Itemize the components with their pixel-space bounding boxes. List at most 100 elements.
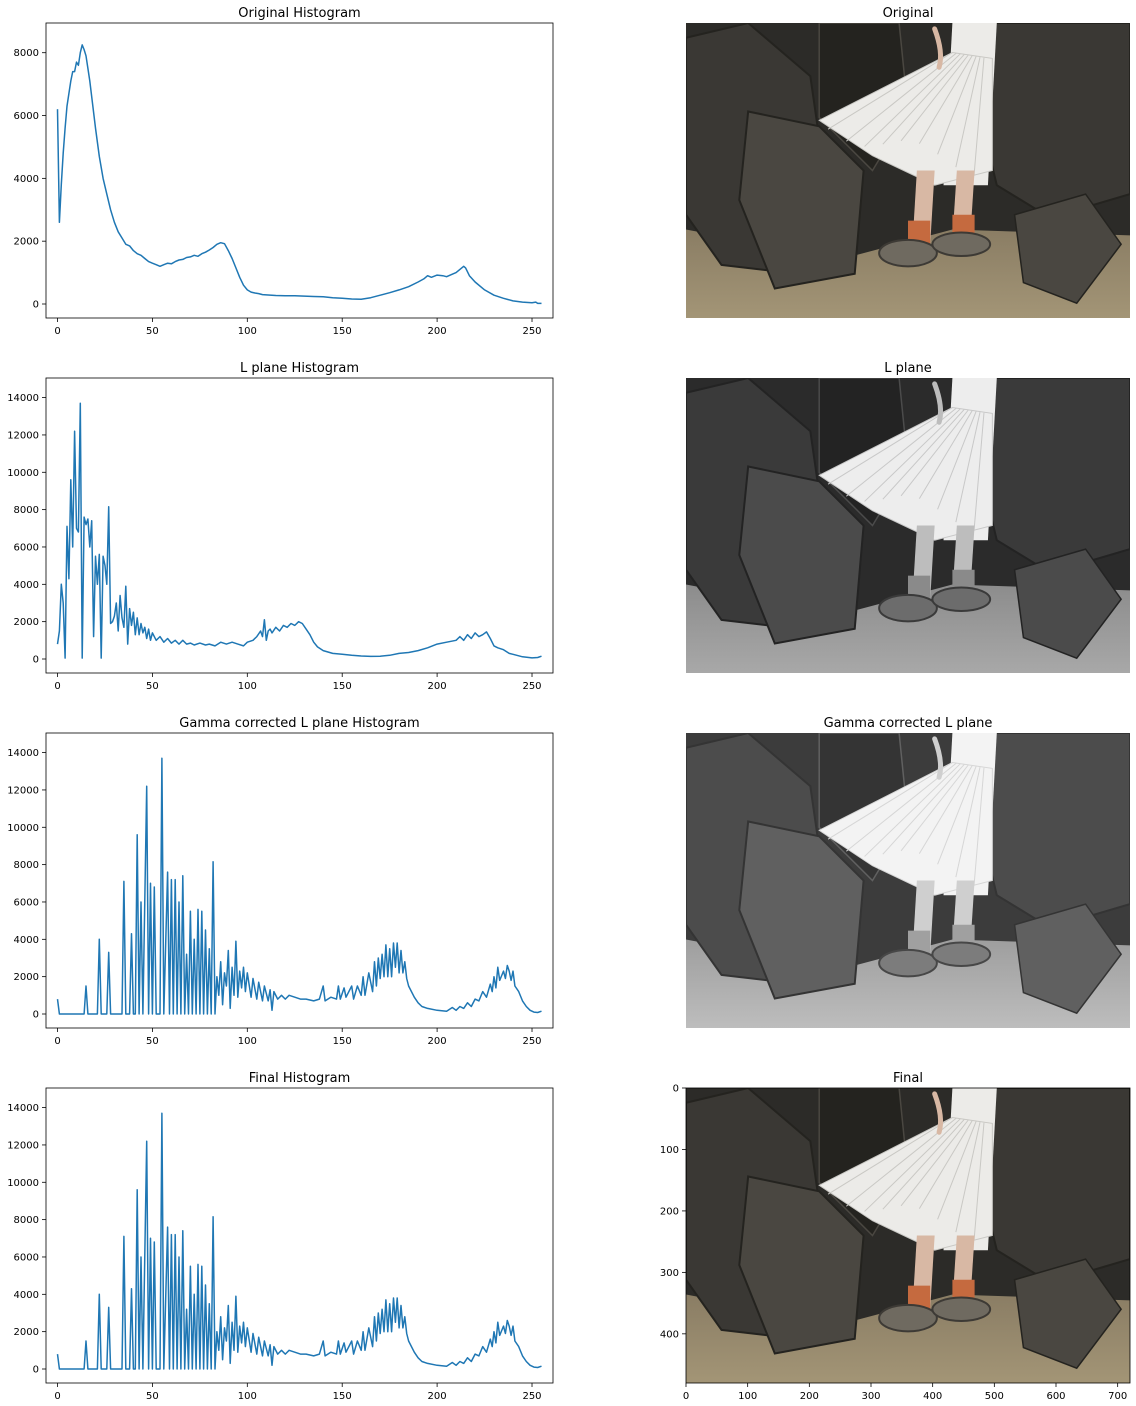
skirt-pleat — [918, 410, 973, 499]
y-tick-label: 10000 — [7, 823, 39, 834]
y-tick-label: 10000 — [7, 1178, 39, 1189]
y-tick-label: 14000 — [7, 393, 39, 404]
shoe-right — [931, 1296, 992, 1323]
histogram-panel-2: L plane Histogram 0 50 100 150 200 250 0 2000 400… — [7, 361, 554, 692]
rock-right — [978, 23, 1130, 219]
x-tick-label: 50 — [146, 1036, 159, 1047]
skirt-pleat — [882, 764, 965, 855]
y-tick-label: 12000 — [7, 785, 39, 796]
skirt-pleat — [900, 54, 969, 142]
x-tick-label: 250 — [522, 1036, 541, 1047]
y-tick-label: 2000 — [14, 972, 39, 983]
y-tick-label: 2000 — [14, 1327, 39, 1338]
y-tick-label: 12000 — [7, 1140, 39, 1151]
skirt-pleat — [955, 411, 981, 523]
skirt-pleat — [900, 1119, 969, 1207]
skirt-pleat — [882, 1119, 965, 1210]
x-tick-label: 150 — [333, 326, 352, 337]
x-tick-label: 100 — [238, 681, 257, 692]
skirt-pleat — [973, 412, 985, 530]
plot-frame — [45, 1087, 554, 1384]
x-tick-label: 50 — [146, 326, 159, 337]
rock-right — [978, 1088, 1130, 1284]
skirt-pleat — [955, 56, 981, 168]
image-y-tick-label: 0 — [673, 1084, 679, 1095]
rock-right — [978, 733, 1130, 929]
hand — [932, 1091, 944, 1135]
histogram-line — [56, 44, 542, 305]
x-tick-label: 50 — [146, 681, 159, 692]
skirt-pleat — [864, 763, 961, 857]
histogram-line — [56, 757, 542, 1015]
skirt-pleat — [864, 1118, 961, 1212]
skirt-pleat — [937, 766, 977, 865]
x-tick-label: 200 — [428, 1036, 447, 1047]
photo — [686, 378, 1130, 673]
y-tick-label: 0 — [33, 1365, 39, 1376]
photo — [686, 1088, 1130, 1383]
image-frame — [685, 1087, 1131, 1384]
skirt-pleat — [900, 764, 969, 852]
y-tick-label: 0 — [33, 300, 39, 311]
image-panel-2: L plane — [686, 361, 1130, 673]
shoe-left — [878, 948, 938, 978]
chart-title: Final Histogram — [249, 1071, 351, 1086]
skirt-pleat — [973, 767, 985, 885]
histogram-panel-4: Final Histogram 0 50 100 150 200 250 0 2000 4000 6… — [7, 1071, 554, 1402]
y-tick-label: 6000 — [14, 897, 39, 908]
histogram-panel-3: Gamma corrected L plane Histogram 0 50 100 1… — [7, 716, 554, 1047]
image-title: Original — [883, 6, 934, 21]
x-tick-label: 0 — [54, 1391, 60, 1402]
x-tick-label: 50 — [146, 1391, 159, 1402]
skirt-pleat — [937, 411, 977, 510]
rock-front-left — [738, 820, 865, 1000]
skirt-pleat — [955, 1121, 981, 1233]
skirt-pleat — [937, 1121, 977, 1220]
skirt-pleat — [827, 407, 953, 485]
chart-title: L plane Histogram — [240, 361, 359, 376]
skirt-pleat — [827, 1117, 953, 1195]
x-tick-label: 100 — [238, 326, 257, 337]
image-panel-3: Gamma corrected L plane — [686, 716, 1130, 1028]
image-x-tick-label: 0 — [683, 1391, 689, 1402]
x-tick-label: 200 — [428, 1391, 447, 1402]
photo — [686, 23, 1130, 318]
rock-lower-right — [1013, 193, 1123, 305]
hand — [932, 736, 944, 780]
y-tick-label: 14000 — [7, 1103, 39, 1114]
image-title: L plane — [884, 361, 931, 376]
rock-lower-right — [1013, 903, 1123, 1015]
y-tick-label: 14000 — [7, 748, 39, 759]
skirt-pleat — [973, 57, 985, 175]
x-tick-label: 150 — [333, 681, 352, 692]
skirt-pleat — [918, 765, 973, 854]
x-tick-label: 250 — [522, 681, 541, 692]
x-tick-label: 150 — [333, 1391, 352, 1402]
skirt-pleat — [827, 762, 953, 840]
y-tick-label: 6000 — [14, 1252, 39, 1263]
y-tick-label: 4000 — [14, 1290, 39, 1301]
image-x-tick-label: 600 — [1046, 1391, 1065, 1402]
photo — [686, 733, 1130, 1028]
y-tick-label: 2000 — [14, 617, 39, 628]
y-tick-label: 8000 — [14, 505, 39, 516]
shoe-left — [878, 593, 938, 623]
y-tick-label: 8000 — [14, 860, 39, 871]
rock-front-left — [738, 110, 865, 290]
y-tick-label: 6000 — [14, 111, 39, 122]
chart-title: Original Histogram — [238, 6, 360, 21]
image-panel-4: Final 0 100 200 300 400 500 600 700 0 100 200 300 400 — [660, 1071, 1131, 1402]
y-tick-label: 0 — [33, 655, 39, 666]
skirt-pleat — [864, 408, 961, 502]
y-tick-label: 8000 — [14, 48, 39, 59]
y-tick-label: 2000 — [14, 237, 39, 248]
rock-front-left — [738, 1175, 865, 1355]
x-tick-label: 200 — [428, 326, 447, 337]
image-x-tick-label: 200 — [800, 1391, 819, 1402]
skirt-pleat — [937, 56, 977, 155]
skirt-pleat — [882, 54, 965, 145]
plot-frame — [45, 377, 554, 674]
image-title: Final — [893, 1071, 923, 1086]
shoe-left — [878, 238, 938, 268]
x-tick-label: 250 — [522, 326, 541, 337]
